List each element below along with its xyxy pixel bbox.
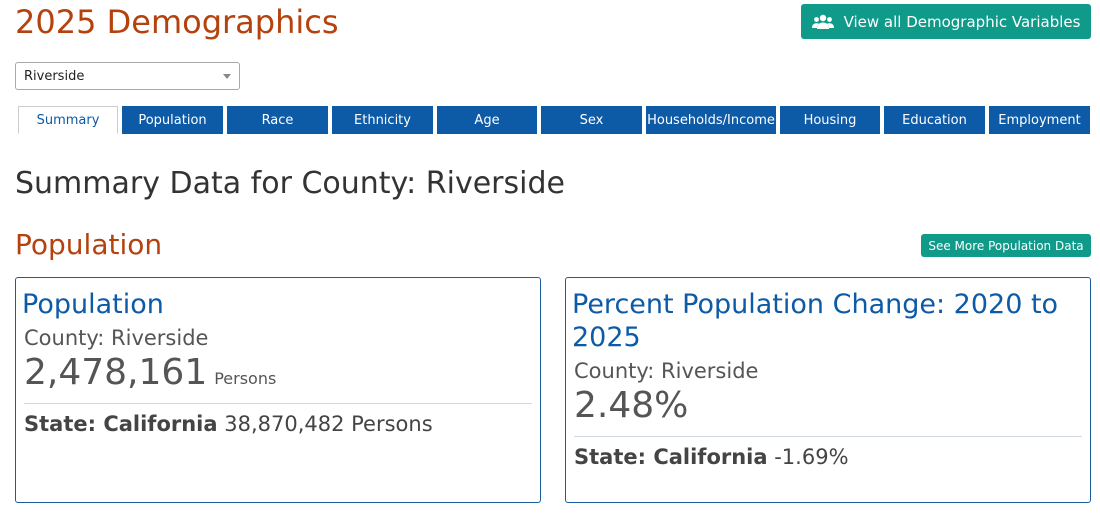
tab-housing[interactable]: Housing [780,106,880,134]
card-state-label: State: California [574,445,768,469]
tab-label: Summary [36,112,100,128]
tab-label: Sex [579,112,604,128]
card-divider [574,436,1082,437]
chevron-down-icon [223,74,231,79]
view-all-label: View all Demographic Variables [843,12,1081,31]
card-divider [24,403,532,404]
card-value: 2,478,161 [24,352,208,393]
county-select-value: Riverside [24,68,85,84]
tab-education[interactable]: Education [884,106,985,134]
see-more-population-button[interactable]: See More Population Data [921,234,1091,257]
tab-label: Population [138,112,207,128]
tab-employment[interactable]: Employment [989,106,1090,134]
users-icon [811,14,834,30]
card-title: Percent Population Change: 2020 to 2025 [572,289,1059,353]
card-state-label: State: California [24,412,218,436]
tab-summary[interactable]: Summary [18,106,118,134]
tab-sex[interactable]: Sex [541,106,642,134]
tab-population[interactable]: Population [122,106,223,134]
card-state-row: State: California 38,870,482 Persons [24,412,532,436]
tab-label: Age [474,112,500,128]
tab-race[interactable]: Race [227,106,328,134]
card-state-value: 38,870,482 Persons [224,412,433,436]
view-all-demographic-variables-button[interactable]: View all Demographic Variables [801,4,1091,39]
tab-age[interactable]: Age [437,106,537,134]
tab-label: Employment [998,112,1081,128]
summary-title: Summary Data for County: Riverside [15,166,565,201]
card-title: Population [22,289,164,320]
tab-label: Ethnicity [354,112,411,128]
card-unit: Persons [214,369,277,388]
tab-label: Education [902,112,967,128]
population-section-title: Population [15,228,163,261]
population-change-card: Percent Population Change: 2020 to 2025 … [565,277,1091,503]
tab-label: Housing [803,112,857,128]
card-value: 2.48% [574,385,689,426]
card-state-row: State: California -1.69% [574,445,1082,469]
tab-households-income[interactable]: Households/Income [646,106,776,134]
tab-label: Race [261,112,294,128]
population-card: Population County: Riverside 2,478,161 P… [15,277,541,503]
demographic-tabs: Summary Population Race Ethnicity Age Se… [18,106,1094,134]
card-county-label: County: Riverside [574,359,759,383]
card-state-value: -1.69% [774,445,849,469]
tab-ethnicity[interactable]: Ethnicity [332,106,433,134]
page-title: 2025 Demographics [15,3,339,41]
card-county-label: County: Riverside [24,326,209,350]
county-select[interactable]: Riverside [15,62,240,90]
tab-label: Households/Income [647,112,775,128]
